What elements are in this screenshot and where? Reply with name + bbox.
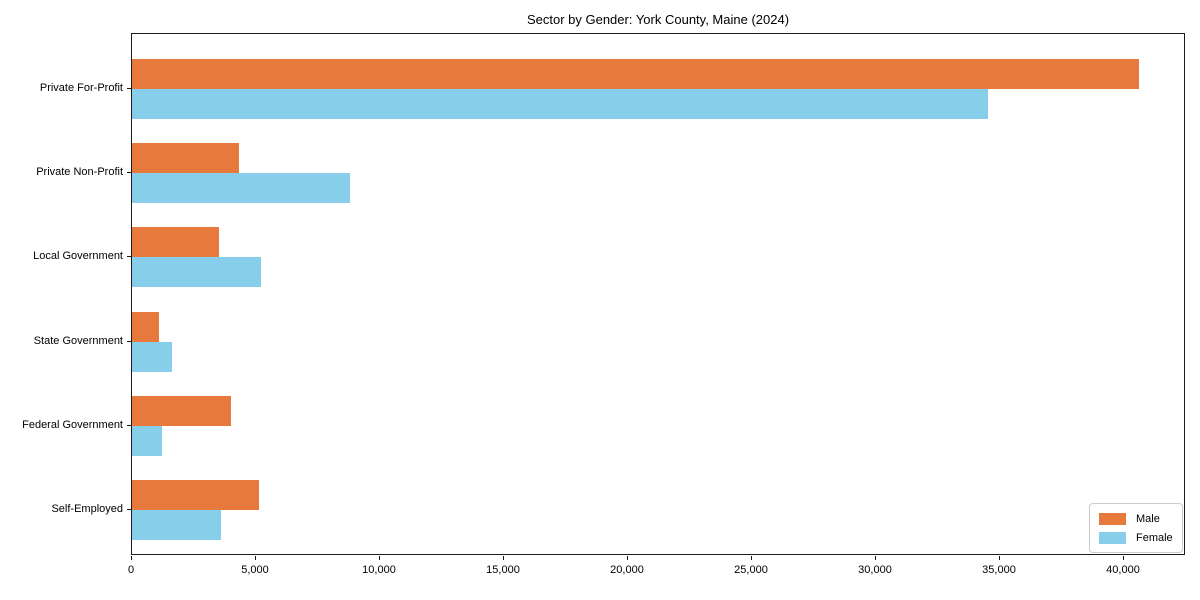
x-tick-mark — [627, 556, 628, 560]
legend-entry-male: Male — [1099, 511, 1173, 527]
x-tick-mark — [503, 556, 504, 560]
bar-male-federal-government — [132, 395, 232, 426]
x-tick-mark — [751, 556, 752, 560]
y-tick-mark — [127, 172, 131, 174]
x-tick-label: 30,000 — [858, 564, 892, 576]
x-tick-label: 40,000 — [1106, 564, 1140, 576]
bar-male-state-government — [132, 311, 160, 342]
x-tick-label: 35,000 — [982, 564, 1016, 576]
x-tick-mark — [255, 556, 256, 560]
bar-male-self-employed — [132, 480, 259, 510]
y-axis-label: Private Non-Profit — [36, 166, 123, 179]
y-tick-mark — [127, 256, 131, 258]
plot-area — [131, 33, 1185, 555]
bar-female-private-for-profit — [132, 89, 988, 119]
bar-male-private-non-profit — [132, 143, 239, 174]
chart-title: Sector by Gender: York County, Maine (20… — [526, 12, 790, 27]
x-tick-label: 10,000 — [362, 564, 396, 576]
bar-female-federal-government — [132, 425, 162, 456]
legend-entry-female: Female — [1099, 530, 1173, 546]
y-axis-label: Private For-Profit — [39, 82, 123, 94]
x-tick-label: 5,000 — [241, 564, 269, 576]
x-tick-mark — [999, 556, 1000, 560]
legend: Male Female — [1089, 503, 1183, 553]
legend-swatch-male — [1099, 513, 1126, 525]
bar-male-private-for-profit — [132, 59, 1139, 89]
x-tick-mark — [1123, 556, 1124, 560]
y-axis-label: State Government — [33, 334, 123, 347]
bar-female-self-employed — [132, 510, 222, 540]
y-tick-mark — [127, 340, 131, 342]
bar-female-private-non-profit — [132, 173, 351, 204]
y-axis-label: Self-Employed — [51, 503, 123, 515]
x-tick-mark — [379, 556, 380, 560]
legend-label: Female — [1136, 532, 1173, 544]
bar-female-local-government — [132, 257, 261, 288]
bar-male-local-government — [132, 227, 219, 258]
x-tick-label: 20,000 — [610, 564, 644, 576]
y-axis-label: Federal Government — [22, 418, 123, 431]
x-tick-mark — [131, 556, 132, 560]
x-tick-label: 0 — [127, 564, 135, 576]
y-tick-mark — [127, 88, 131, 89]
x-tick-label: 15,000 — [486, 564, 520, 576]
legend-swatch-female — [1099, 532, 1126, 544]
legend-label: Male — [1136, 513, 1160, 525]
y-axis-label: Local Government — [33, 250, 123, 263]
y-tick-mark — [127, 424, 131, 426]
x-tick-label: 25,000 — [734, 564, 768, 576]
x-tick-mark — [875, 556, 876, 560]
y-tick-mark — [127, 509, 131, 510]
bar-female-state-government — [132, 341, 172, 372]
